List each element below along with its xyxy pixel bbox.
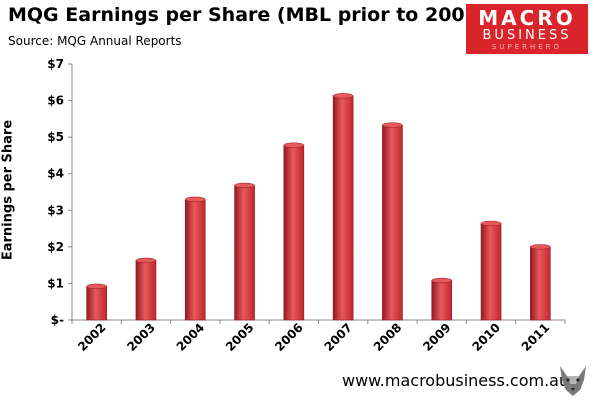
x-tick-label: 2007 (322, 320, 356, 354)
bar-top (283, 142, 305, 148)
logo-line-macro: MACRO (478, 6, 576, 30)
y-tick-label: $6 (47, 94, 64, 108)
x-tick-label: 2011 (519, 320, 553, 354)
website-url: www.macrobusiness.com.au (342, 371, 570, 390)
x-tick-label: 2006 (272, 320, 306, 354)
bar-top (234, 182, 255, 189)
y-tick-label: $- (51, 313, 64, 327)
y-axis-ticks: $- $1 $2 $3 $4 $5 $6 $7 (47, 57, 72, 327)
x-axis-ticks: 2002 2003 2004 2005 2006 2007 2008 2009 2010 2011 (71, 320, 566, 354)
bar-body (184, 199, 206, 321)
bar-body (234, 185, 255, 321)
logo-line-business: BUSINESS (482, 28, 572, 43)
y-tick-label: $3 (47, 203, 64, 217)
bar-top (332, 93, 354, 99)
x-tick-label: 2003 (124, 320, 158, 354)
bar (530, 244, 551, 321)
bar (135, 257, 157, 321)
bar-top (185, 196, 206, 202)
wolf-icon (560, 366, 586, 396)
macrobusiness-logo: MACRO BUSINESS SUPERHERO (466, 4, 588, 54)
x-tick-label: 2008 (371, 320, 405, 354)
bar-top (86, 283, 107, 290)
bar-top (382, 122, 403, 128)
y-tick-label: $1 (47, 276, 64, 290)
bar-body (431, 280, 453, 321)
bar-body (86, 286, 107, 321)
bar (332, 93, 354, 321)
bar (86, 283, 107, 321)
bar (184, 196, 206, 321)
chart-bars (86, 93, 551, 321)
bar-body (480, 223, 502, 321)
bar (480, 220, 502, 321)
bar-body (382, 124, 403, 321)
bar (234, 182, 255, 321)
x-tick-label: 2009 (420, 320, 454, 354)
bar (382, 122, 403, 321)
x-tick-label: 2004 (174, 320, 208, 354)
x-tick-label: 2002 (75, 320, 109, 354)
y-tick-label: $2 (47, 240, 64, 254)
bar (431, 277, 453, 321)
bar (283, 142, 305, 321)
x-tick-label: 2010 (469, 320, 503, 354)
y-tick-label: $4 (47, 167, 64, 181)
bar-body (283, 144, 305, 321)
bar-top (135, 257, 157, 264)
bar-body (135, 260, 157, 321)
logo-line-superhero: SUPERHERO (491, 43, 563, 51)
y-tick-label: $5 (47, 130, 64, 144)
x-tick-label: 2005 (223, 320, 257, 354)
bar-body (332, 95, 354, 321)
y-tick-label: $7 (47, 57, 64, 71)
chart-subtitle: Source: MQG Annual Reports (8, 34, 182, 48)
bar-top (480, 220, 502, 227)
bar-top (431, 277, 452, 284)
bar-body (530, 246, 551, 321)
bar-top (530, 244, 551, 250)
chart-title: MQG Earnings per Share (MBL prior to 200… (8, 4, 487, 26)
